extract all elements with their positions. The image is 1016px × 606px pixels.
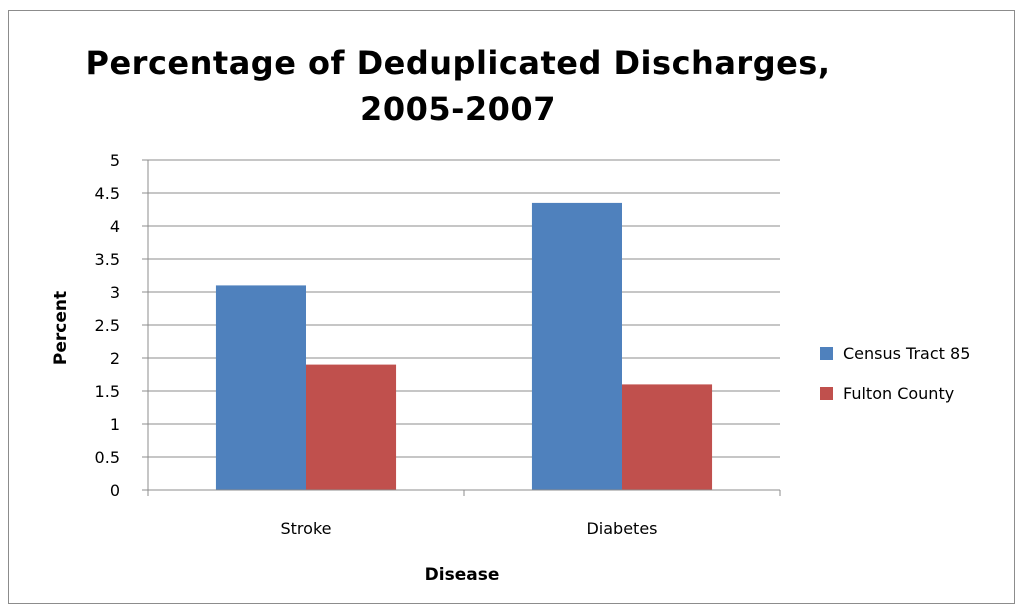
legend-swatch [820,387,833,400]
y-tick-labels: 0 0.5 1 1.5 2 2.5 3 3.5 4 4.5 5 [95,151,120,500]
x-tick-labels: Stroke Diabetes [281,519,658,538]
x-axis-label: Disease [425,565,500,585]
y-tick-label: 1.5 [95,382,120,401]
chart-title-line-2: 2005-2007 [360,90,556,128]
bar [622,384,713,490]
y-tick-label: 3 [110,283,120,302]
legend-label: Census Tract 85 [843,344,970,363]
axes [147,160,781,496]
chart-title-line-1: Percentage of Deduplicated Discharges, [85,44,831,82]
y-axis-label: Percent [51,291,71,365]
y-tick-label: 0 [110,481,120,500]
y-tick-label: 2 [110,349,120,368]
bar [531,202,622,490]
legend-label: Fulton County [843,384,954,403]
x-tick-label: Stroke [281,519,332,538]
y-tick-label: 4 [110,217,120,236]
bar [215,285,306,490]
y-tick-label: 5 [110,151,120,170]
y-tick-label: 3.5 [95,250,120,269]
chart-frame [8,10,1015,604]
legend: Census Tract 85 Fulton County [820,344,970,403]
y-tick-label: 4.5 [95,184,120,203]
chart-title: Percentage of Deduplicated Discharges, 2… [0,40,916,132]
y-tick-label: 1 [110,415,120,434]
bar [306,364,397,490]
y-tick-label: 0.5 [95,448,120,467]
bars [215,202,713,490]
y-tick-label: 2.5 [95,316,120,335]
x-tick-label: Diabetes [586,519,657,538]
legend-swatch [820,347,833,360]
